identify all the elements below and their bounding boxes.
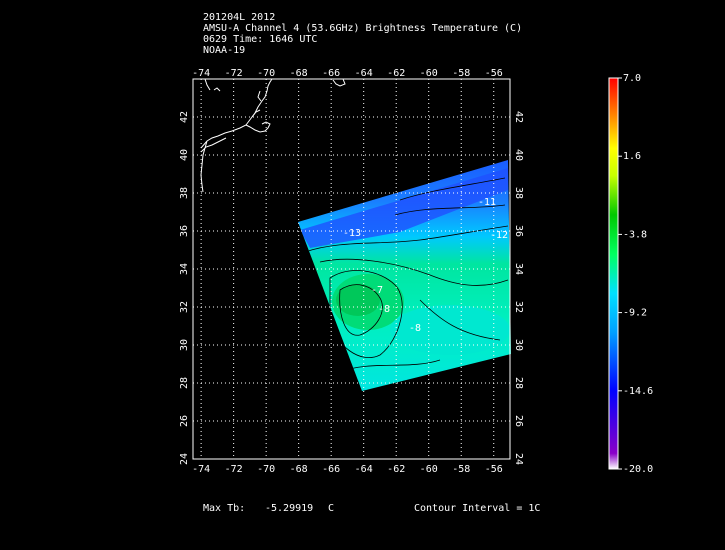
lat-tick-label-right: 28 [513,377,524,389]
colorbar-label: 1.6 [623,151,641,162]
contour-interval: Contour Interval = 1C [414,503,541,514]
lat-tick-label-left: 40 [179,149,190,161]
title-line-2: AMSU-A Channel 4 (53.6GHz) Brightness Te… [203,23,523,34]
lat-tick-label-left: 42 [179,111,190,123]
coastline [200,78,346,193]
lon-tick-label-bottom: -60 [420,464,438,475]
lat-tick-label-left: 30 [179,339,190,351]
lon-tick-label-bottom: -58 [452,464,470,475]
lon-tick-label-bottom: -74 [192,464,210,475]
lat-lon-grid: -74 -74 -72 -72 -70 -70 -68 -68 -66 -66 -64 -64 -62 -… [179,68,524,475]
lon-tick-label-bottom: -56 [485,464,503,475]
colorbar-label: 7.0 [623,73,641,84]
contour-label: -8 [378,304,390,315]
lon-tick-label-top: -68 [290,68,308,79]
lat-tick-label-left: 32 [179,301,190,313]
lon-tick-label-top: -70 [257,68,275,79]
colorbar-label: -9.2 [623,308,647,319]
lon-tick-label-top: -58 [452,68,470,79]
map-frame [192,78,511,460]
colorbar-label: -20.0 [623,464,653,475]
lon-tick-label-bottom: -62 [387,464,405,475]
contour-label: -11 [478,197,496,208]
lon-tick-label-top: -66 [322,68,340,79]
lon-tick-label-top: -60 [420,68,438,79]
colorbar-label: -14.6 [623,386,653,397]
lat-tick-label-left: 36 [179,225,190,237]
lat-tick-label-right: 38 [513,187,524,199]
lon-tick-label-top: -64 [355,68,373,79]
lat-tick-label-left: 26 [179,415,190,427]
max-tb-unit: C [328,503,335,514]
lon-tick-label-bottom: -72 [225,464,243,475]
lat-tick-label-right: 26 [513,415,524,427]
lat-tick-label-left: 34 [179,263,190,275]
contour-label: -7 [371,285,383,296]
title-line-1: 201204L 2012 [203,12,276,23]
lat-tick-label-right: 32 [513,301,524,313]
lon-tick-label-top: -74 [192,68,210,79]
contour-label: -8 [409,323,421,334]
lat-tick-label-right: 36 [513,225,524,237]
colorbar-label: -3.8 [623,229,647,240]
lat-tick-label-right: 40 [513,149,524,161]
lon-tick-label-top: -62 [387,68,405,79]
brightness-swath [298,160,511,391]
lat-tick-label-left: 28 [179,377,190,389]
lat-tick-label-right: 30 [513,339,524,351]
lat-tick-label-right: 24 [513,453,524,465]
lon-tick-label-top: -56 [485,68,503,79]
title-line-3: 0629 Time: 1646 UTC [203,34,318,45]
lon-tick-label-bottom: -66 [322,464,340,475]
lon-tick-label-top: -72 [225,68,243,79]
lon-tick-label-bottom: -70 [257,464,275,475]
lat-tick-label-left: 38 [179,187,190,199]
lon-tick-label-bottom: -64 [355,464,373,475]
lat-tick-label-right: 34 [513,263,524,275]
max-tb-label: Max Tb: [203,503,246,514]
contour-label: -12 [490,230,508,241]
contour-label: -13 [343,228,361,239]
colorbar: 7.0 1.6 -3.8 -9.2 -14.6 -20.0 [608,73,653,475]
lat-tick-label-left: 24 [179,453,190,465]
title-line-4: NOAA-19 [203,45,246,56]
lat-tick-label-right: 42 [513,111,524,123]
max-tb-value: -5.29919 [265,503,314,514]
contour-labels: -7 -8 -8 -11 -12 -13 [343,197,508,334]
lon-tick-label-bottom: -68 [290,464,308,475]
